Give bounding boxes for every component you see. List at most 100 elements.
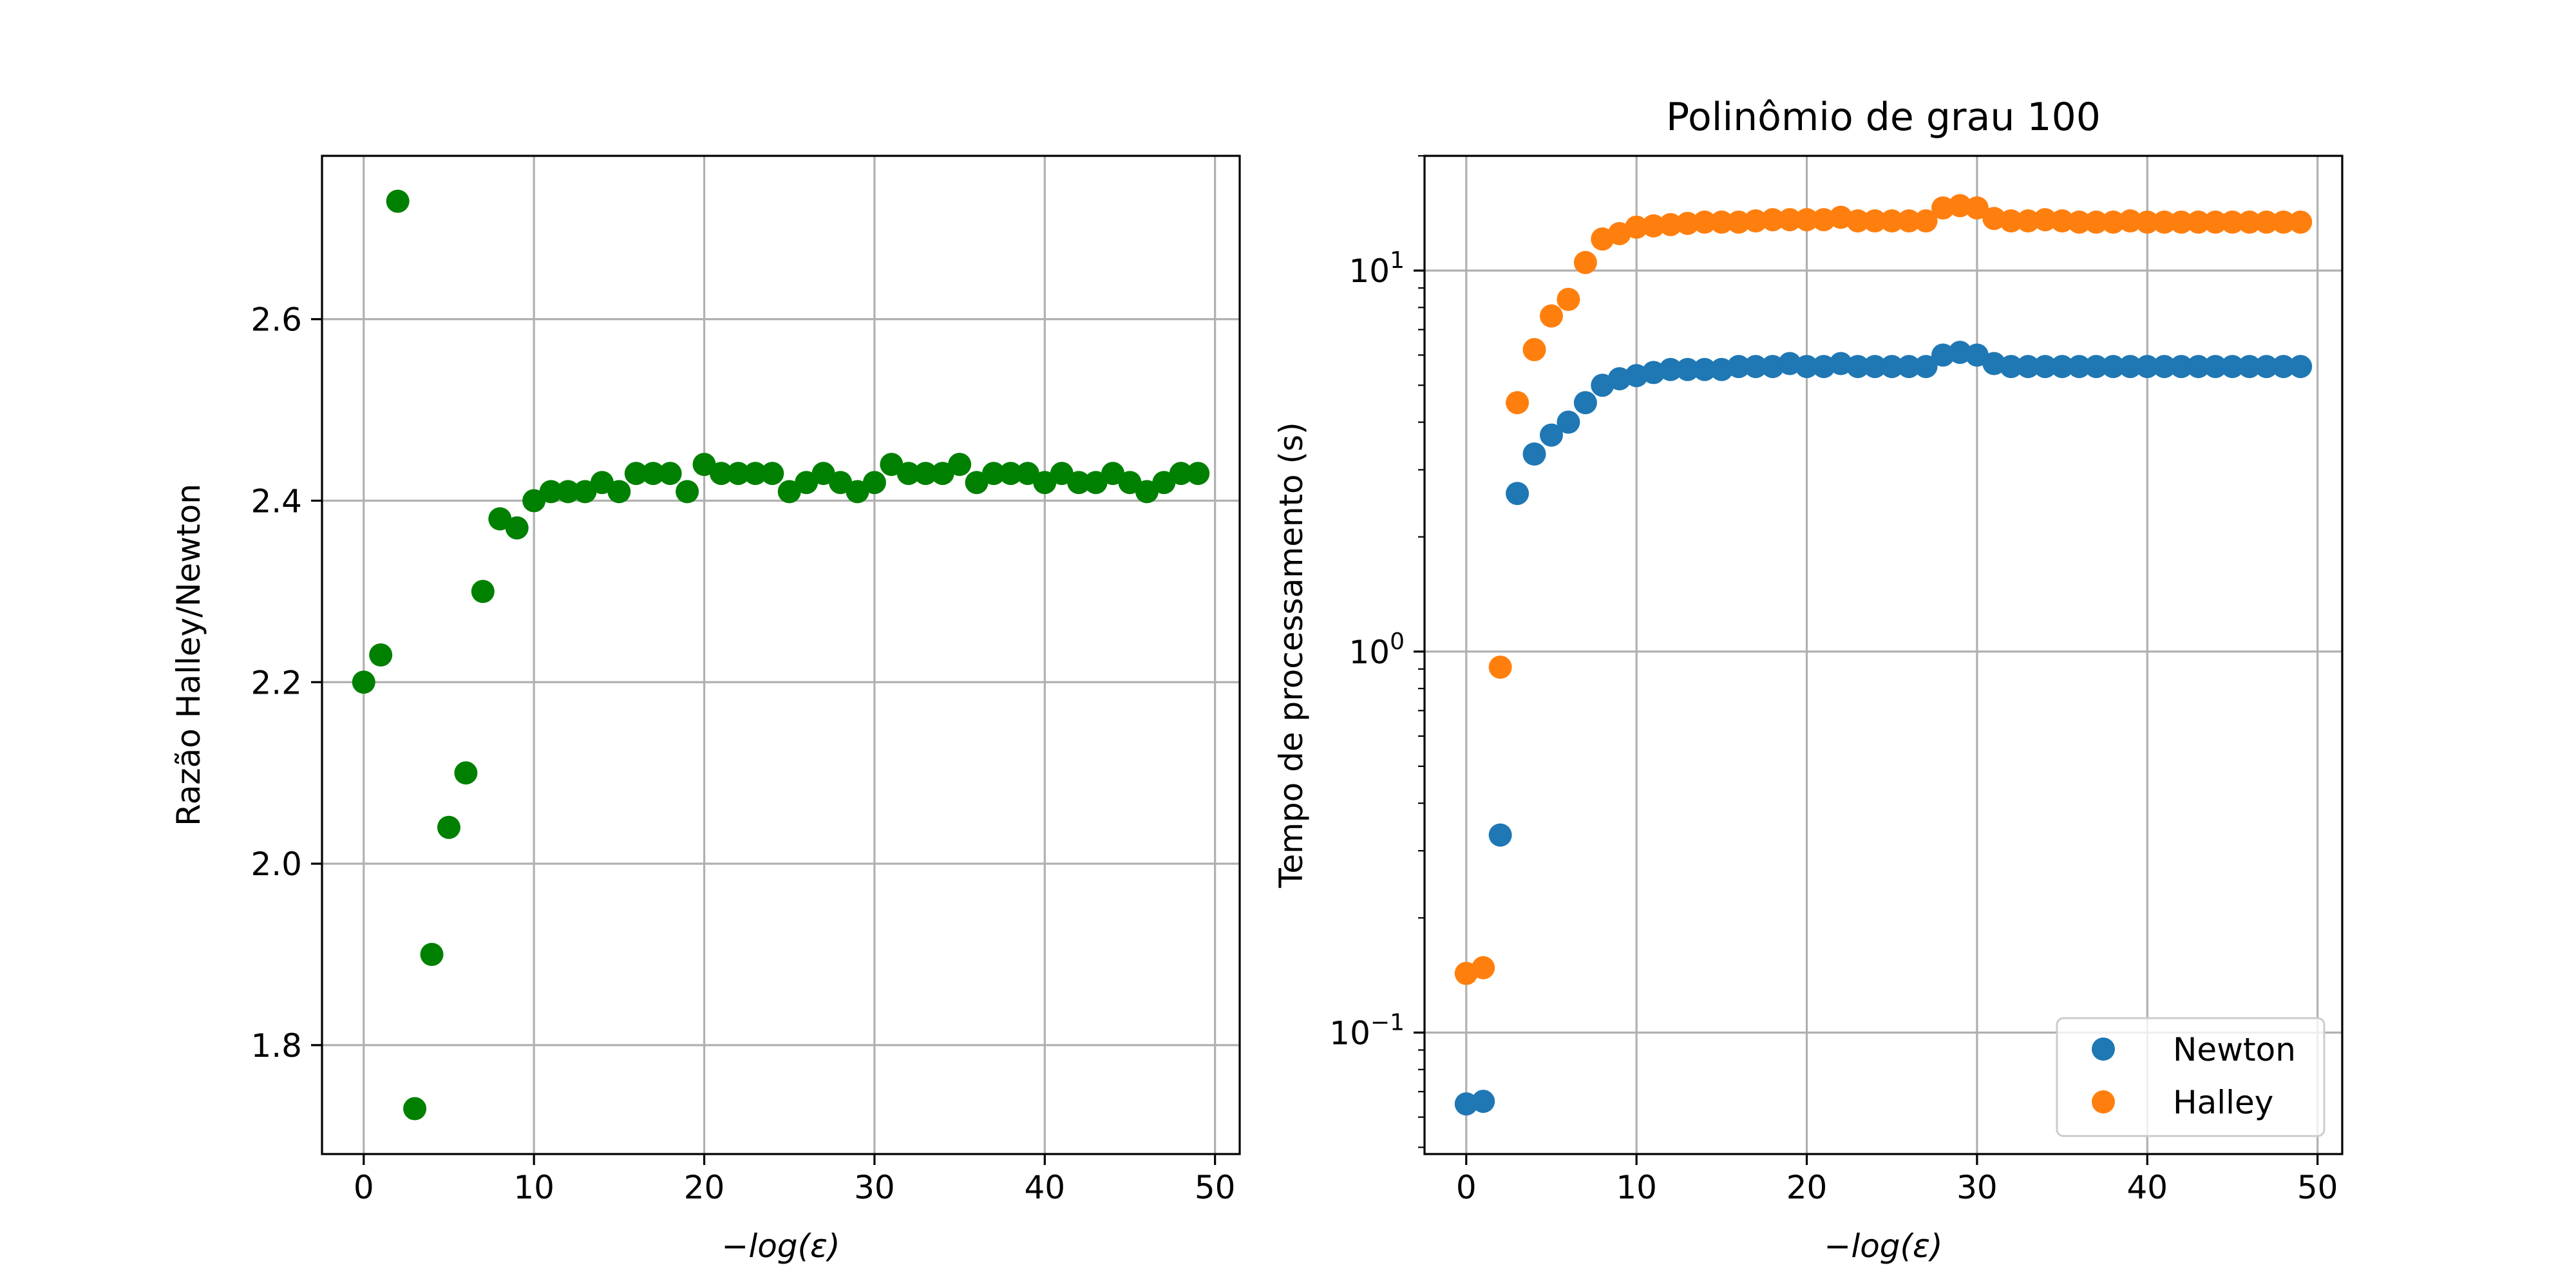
y-tick-label: 100 [1349, 629, 1405, 671]
halley-point [2084, 210, 2108, 234]
series-0-point [1186, 462, 1210, 486]
halley-point [1625, 215, 1649, 239]
halley-point [1659, 213, 1683, 236]
halley-point [1488, 655, 1512, 679]
newton-point [2204, 355, 2228, 379]
newton-point [2084, 355, 2108, 379]
y-tick-label: 1.8 [251, 1027, 302, 1065]
halley-point [2255, 210, 2278, 234]
series-0-point [1084, 471, 1108, 495]
legend-box [2056, 1017, 2325, 1137]
series-0-point [1067, 471, 1091, 495]
x-tick-label: 50 [1195, 1169, 1236, 1206]
legend-marker-newton [2092, 1037, 2115, 1061]
x-tick-label: 10 [1616, 1169, 1657, 1206]
left-scatter-points [352, 189, 1210, 1121]
legend-label-newton: Newton [2173, 1031, 2296, 1068]
y-tick-label: 10−1 [1329, 1009, 1405, 1052]
x-tick-label: 0 [354, 1169, 374, 1206]
series-0-point [658, 462, 682, 486]
halley-point [2271, 210, 2295, 234]
series-0-point [829, 471, 853, 495]
y-tick-label: 2.2 [251, 664, 302, 701]
right-x-axis-label: −log(ε) [1824, 1227, 1942, 1265]
series-0-point [846, 480, 869, 504]
halley-point [1880, 209, 1904, 232]
y-tick-label: 2.4 [251, 482, 302, 520]
halley-point [2101, 210, 2125, 234]
halley-point [1931, 196, 1955, 220]
halley-point [1642, 214, 1665, 238]
x-tick-label: 30 [1956, 1169, 1998, 1206]
x-tick-label: 40 [1024, 1169, 1065, 1206]
series-0-point [726, 462, 750, 486]
halley-point [1778, 208, 1802, 232]
left-x-axis-label: −log(ε) [721, 1227, 840, 1265]
halley-point [2050, 209, 2074, 232]
y-tick-label: 2.6 [251, 301, 302, 339]
series-0-point [709, 462, 733, 486]
series-0-point [369, 643, 393, 667]
series-0-point [931, 462, 954, 486]
newton-point [1522, 442, 1546, 466]
halley-point [1506, 391, 1530, 415]
series-0-point [948, 453, 972, 477]
halley-point [1573, 251, 1597, 274]
halley-point [2170, 210, 2193, 234]
right-axes-frame [1423, 155, 2344, 1155]
x-tick-label: 10 [513, 1169, 554, 1206]
series-0-point [505, 516, 529, 540]
series-0-point [471, 580, 495, 603]
x-tick-label: 20 [684, 1169, 725, 1206]
x-tick-label: 50 [2297, 1169, 2338, 1206]
halley-point [2016, 209, 2040, 232]
left-grid [322, 156, 1240, 1154]
legend-marker-halley [2092, 1090, 2115, 1113]
halley-point [2204, 210, 2228, 234]
series-0-point [676, 480, 699, 504]
series-0-point [573, 480, 597, 504]
series-0-point [1135, 480, 1159, 504]
halley-point [1761, 208, 1785, 232]
newton-point [2101, 355, 2125, 379]
left-y-axis-label: Razão Halley/Newton [170, 484, 207, 826]
series-0-point [420, 943, 444, 966]
halley-point [1863, 209, 1887, 232]
newton-point [1506, 482, 1530, 506]
newton-point [1863, 355, 1887, 379]
x-tick-label: 20 [1786, 1169, 1828, 1206]
halley-point [1676, 211, 1700, 235]
halley-point [2221, 210, 2244, 234]
halley-point [2136, 210, 2159, 234]
halley-point [1965, 196, 1989, 220]
series-0-point [454, 761, 478, 785]
series-0-point [1033, 471, 1057, 495]
right-chart-title: Polinômio de grau 100 [1666, 95, 2101, 140]
newton-point [1676, 357, 1700, 381]
series-0-point [999, 462, 1023, 486]
newton-point [2050, 355, 2074, 379]
newton-point [1472, 1090, 1495, 1113]
series-0-point [761, 462, 784, 486]
halley-point [1897, 209, 1921, 232]
halley-point [2237, 210, 2261, 234]
newton-point [2237, 355, 2261, 379]
series-0-point [1152, 471, 1176, 495]
series-0-point [488, 507, 512, 531]
halley-point [2118, 209, 2142, 232]
newton-point [1454, 1092, 1478, 1116]
newton-point [1880, 355, 1904, 379]
y-tick-label: 101 [1349, 247, 1405, 290]
halley-point [1557, 287, 1580, 311]
newton-point [1659, 357, 1683, 381]
x-tick-label: 30 [854, 1169, 895, 1206]
series-0-point [743, 462, 767, 486]
legend: Newton Halley [2056, 1017, 2325, 1137]
x-tick-label: 40 [2126, 1169, 2168, 1206]
left-x-ticks: 0 10 20 30 40 50 [354, 1154, 1236, 1206]
halley-point [1914, 209, 1938, 232]
series-0-point [403, 1097, 427, 1121]
left-axes-frame [321, 155, 1241, 1155]
series-0-point [386, 189, 410, 213]
